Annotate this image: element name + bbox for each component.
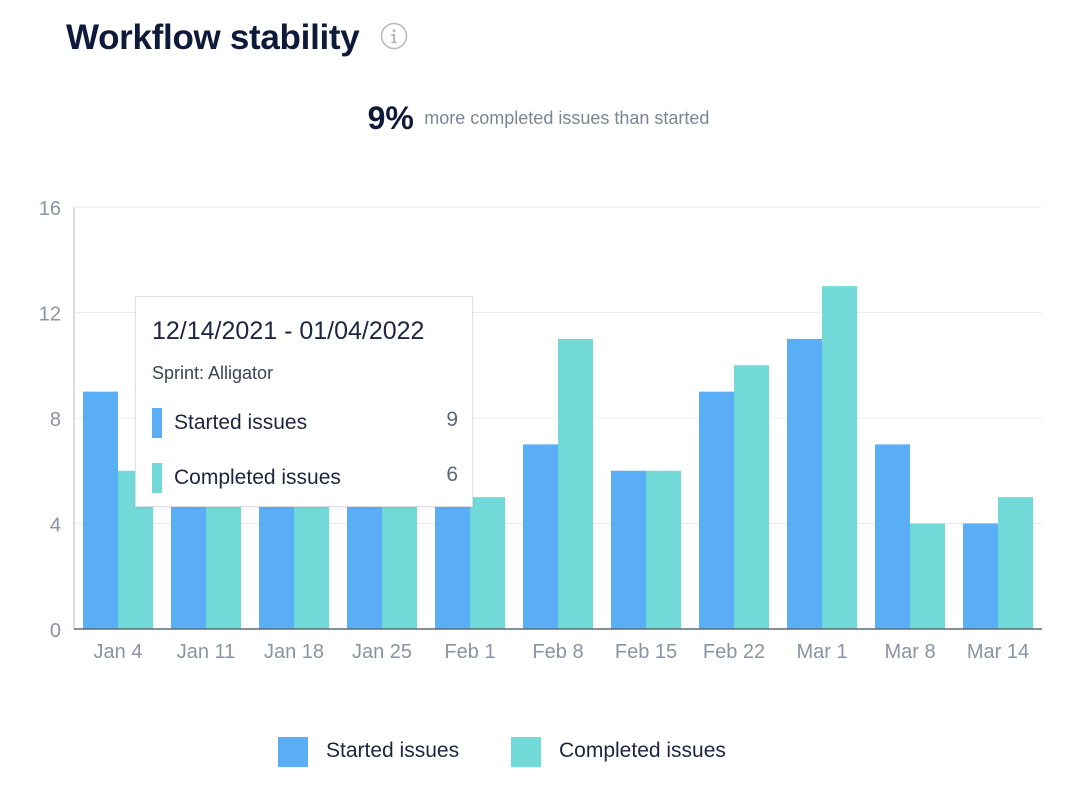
bar-started xyxy=(699,391,734,629)
bar-started xyxy=(875,444,910,629)
x-tick-label: Feb 15 xyxy=(615,641,677,663)
tooltip-sprint: Sprint: Alligator xyxy=(152,363,274,383)
y-tick-label: 12 xyxy=(39,304,61,326)
tooltip-row-started: Started issues 9 xyxy=(152,408,458,438)
bar-completed xyxy=(822,286,857,629)
bar-started xyxy=(963,523,998,629)
x-tick-label: Feb 22 xyxy=(703,641,765,663)
x-tick-label: Jan 25 xyxy=(352,641,412,663)
tooltip-completed-label: Completed issues xyxy=(174,466,341,489)
bar-started xyxy=(435,497,470,629)
bar-started xyxy=(171,497,206,629)
bar-completed xyxy=(382,497,417,629)
x-tick-label: Feb 1 xyxy=(444,641,495,663)
tooltip-completed-value: 6 xyxy=(446,463,458,486)
summary-percent: 9% xyxy=(367,100,414,136)
legend-completed-label: Completed issues xyxy=(559,739,726,762)
legend-started-swatch xyxy=(278,737,308,767)
bar-started xyxy=(787,338,822,629)
bar-started xyxy=(611,470,646,629)
y-tick-label: 0 xyxy=(50,620,61,642)
info-circle-icon[interactable] xyxy=(380,22,408,50)
chart-title: Workflow stability xyxy=(66,18,360,57)
tooltip-started-swatch xyxy=(152,408,162,438)
bar-completed xyxy=(646,470,681,629)
bar-completed xyxy=(206,497,241,629)
x-tick-label: Feb 8 xyxy=(532,641,583,663)
chart-legend: Started issues Completed issues xyxy=(0,735,1077,769)
bar-completed xyxy=(294,497,329,629)
bar-started xyxy=(347,497,382,629)
bar-started xyxy=(259,497,294,629)
x-tick-label: Jan 11 xyxy=(177,641,236,663)
tooltip-date-range: 12/14/2021 - 01/04/2022 xyxy=(152,317,425,345)
x-tick-label: Jan 4 xyxy=(94,641,143,663)
summary-stat: 9% more completed issues than started xyxy=(0,100,1077,137)
x-tick-label: Mar 1 xyxy=(796,641,847,663)
x-tick-label: Mar 8 xyxy=(884,641,935,663)
tooltip-row-completed: Completed issues 6 xyxy=(152,463,458,493)
legend-started-label: Started issues xyxy=(326,739,460,762)
x-tick-label: Jan 18 xyxy=(264,641,324,663)
y-tick-label: 4 xyxy=(50,515,61,537)
chart-tooltip: 12/14/2021 - 01/04/2022 Sprint: Alligato… xyxy=(135,296,473,507)
bar-completed xyxy=(734,365,769,629)
y-tick-label: 16 xyxy=(39,198,61,220)
bar-completed xyxy=(470,497,505,629)
bar-completed xyxy=(910,523,945,629)
legend-completed-swatch xyxy=(511,737,541,767)
y-tick-label: 8 xyxy=(50,409,61,431)
bar-started xyxy=(523,444,558,629)
tooltip-started-label: Started issues xyxy=(174,411,308,434)
bar-completed xyxy=(558,338,593,629)
tooltip-completed-swatch xyxy=(152,463,162,493)
bar-started xyxy=(83,391,118,629)
tooltip-started-value: 9 xyxy=(446,408,458,431)
x-tick-label: Mar 14 xyxy=(967,641,1029,663)
summary-description: more completed issues than started xyxy=(424,108,710,128)
bar-completed xyxy=(998,497,1033,629)
